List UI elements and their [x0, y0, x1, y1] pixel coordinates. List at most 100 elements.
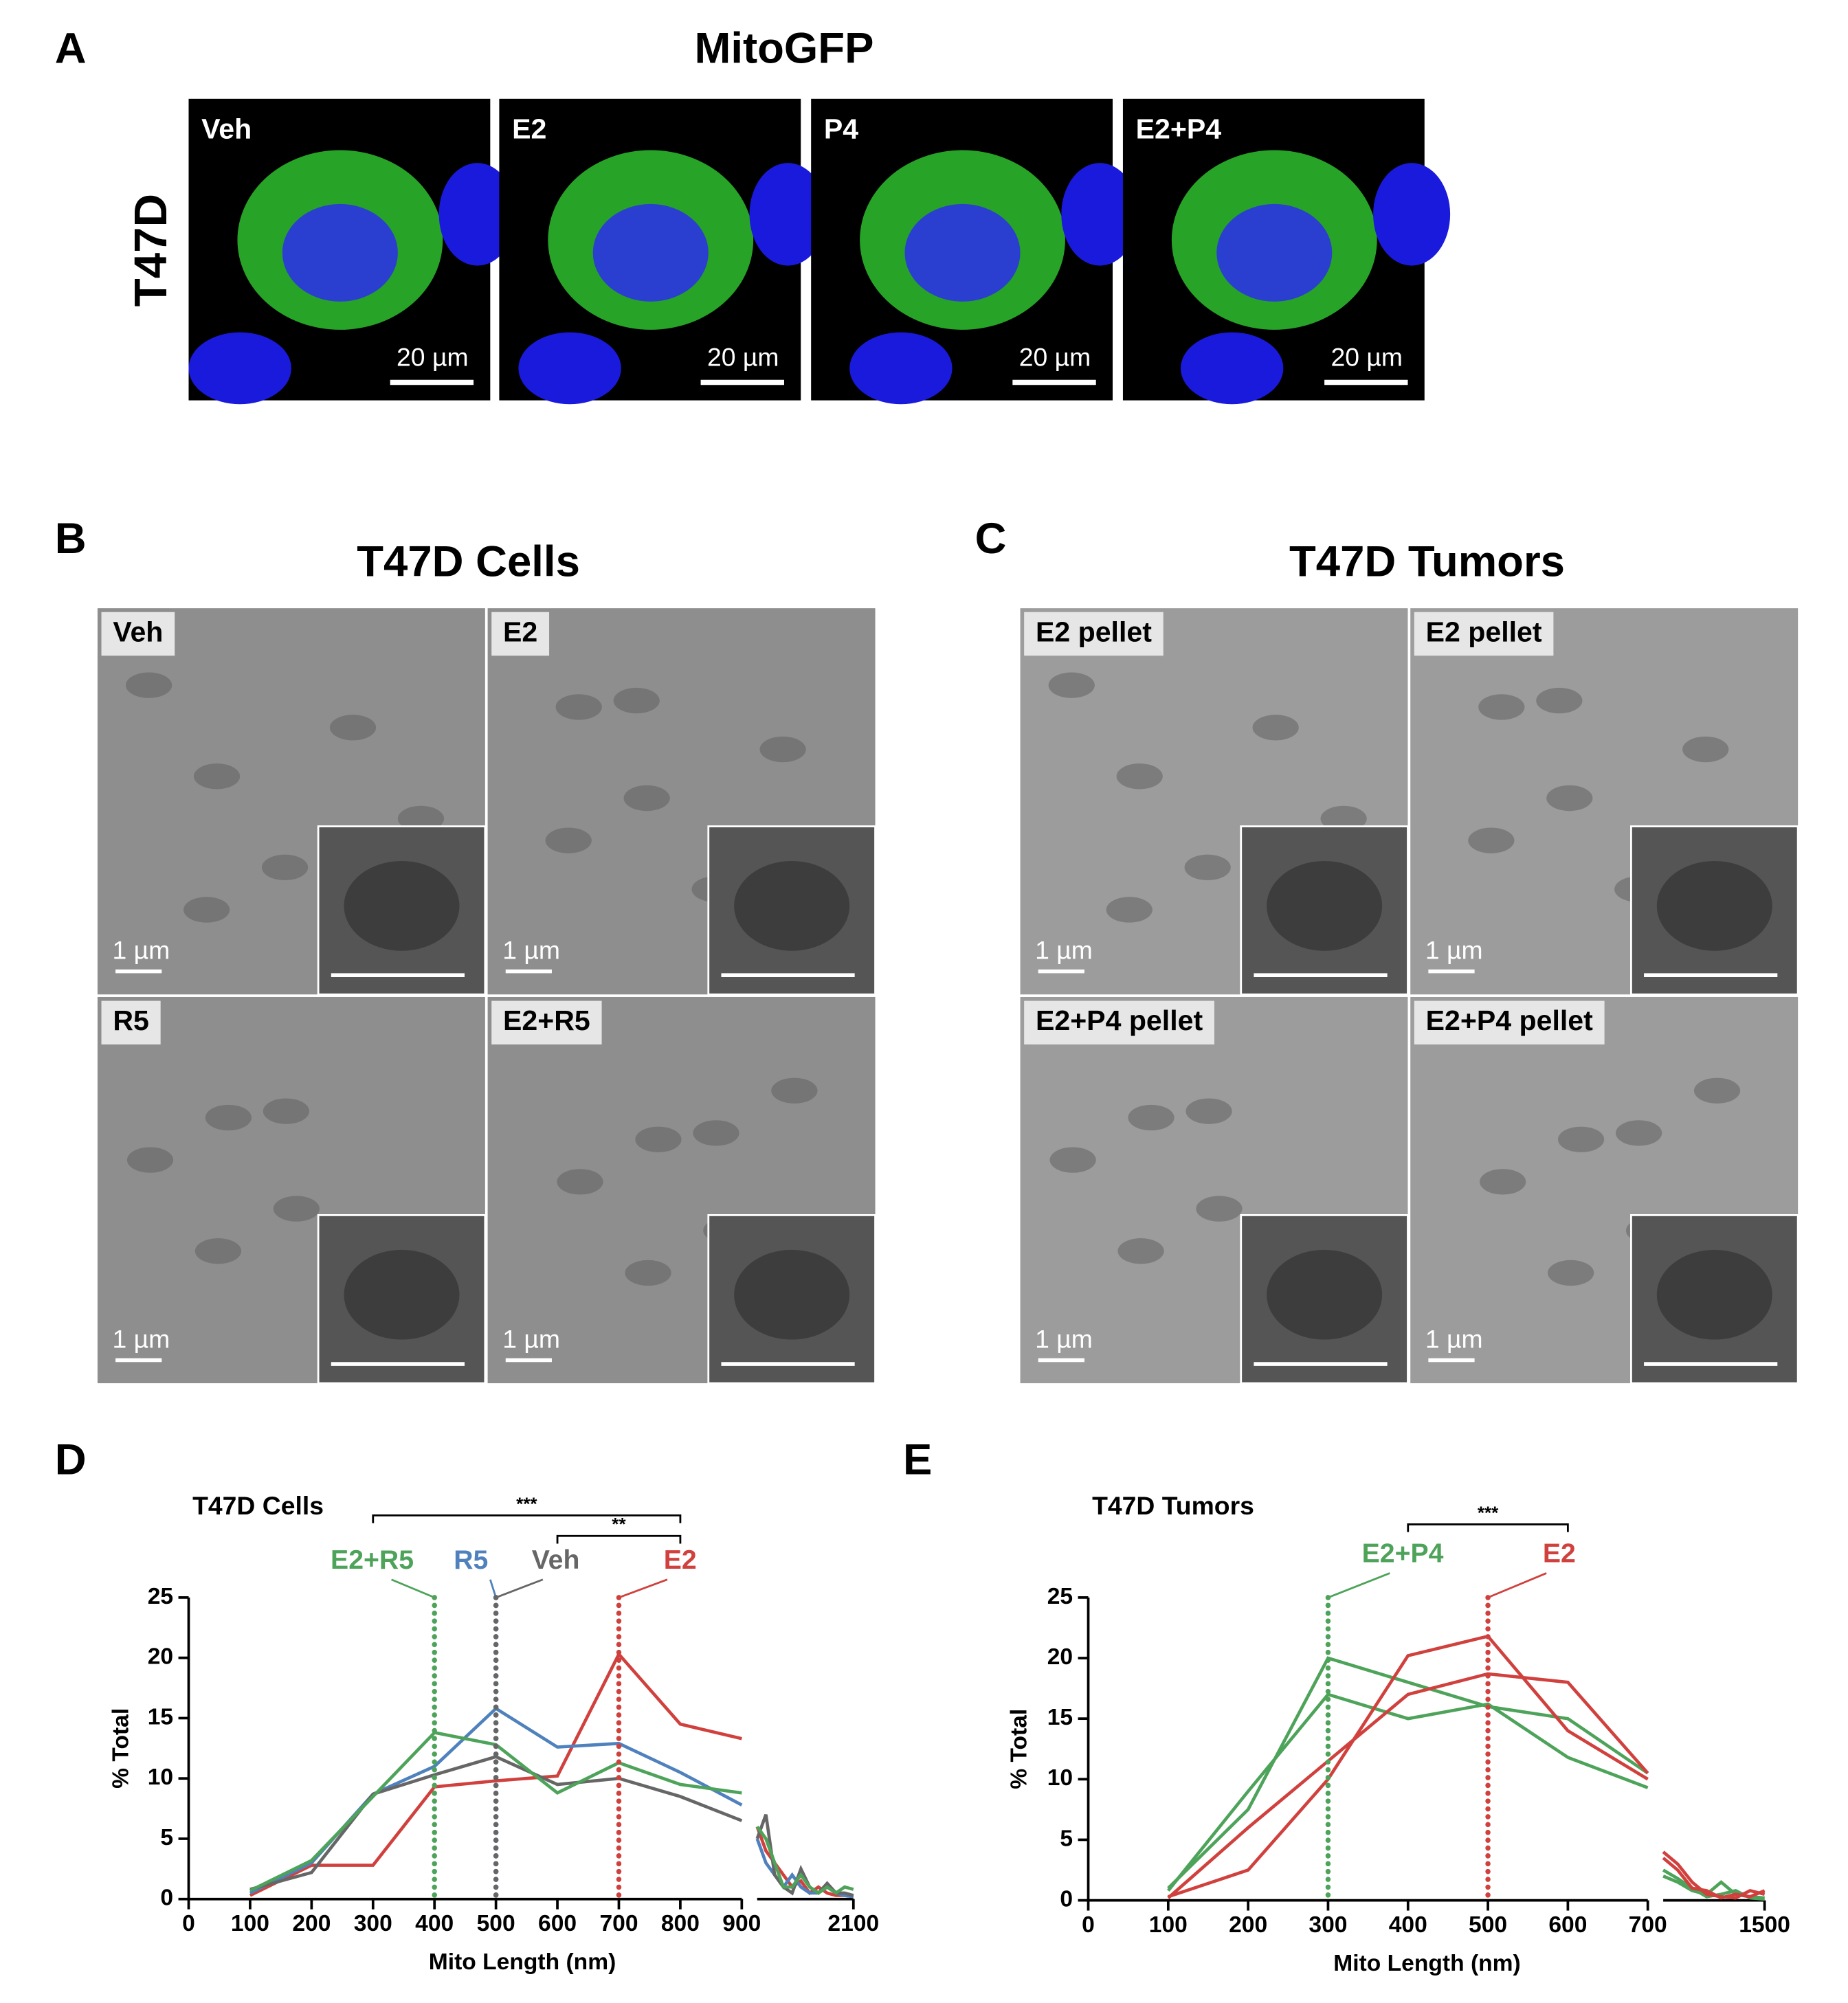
nucleus: [438, 163, 516, 266]
x-tick-label: 100: [1149, 1912, 1188, 1938]
scale-label: 1 µm: [1425, 1324, 1483, 1353]
nucleus: [1180, 332, 1284, 405]
x-tick-label: 600: [1548, 1912, 1587, 1938]
marker-leader: [618, 1578, 668, 1599]
image-label: E2: [503, 616, 537, 647]
series-line: [1168, 1634, 1766, 1900]
label-box: [491, 1000, 602, 1045]
marker-leader: [1487, 1572, 1547, 1599]
x-tick-label: 500: [477, 1911, 515, 1936]
organelle: [625, 1260, 671, 1286]
organelle: [1468, 827, 1515, 853]
x-tick-label: 0: [1082, 1912, 1095, 1938]
scale-label: 20 µm: [1331, 343, 1403, 372]
marker-leader: [496, 1578, 544, 1599]
label-box: [1024, 1000, 1214, 1045]
x-tick-label: 300: [354, 1911, 392, 1936]
label-box: [1414, 612, 1554, 656]
organelle: [1693, 1077, 1741, 1104]
inset-mito: [1656, 861, 1772, 951]
y-tick-label: 5: [160, 1825, 173, 1850]
y-tick-label: 20: [148, 1644, 173, 1670]
row-label: T47D: [125, 194, 177, 306]
inset-mito: [734, 861, 850, 951]
organelle: [1128, 1104, 1175, 1131]
panel-letter: B: [55, 515, 87, 563]
marker-label: E2+P4: [1362, 1539, 1444, 1569]
x-tick-label: 300: [1309, 1912, 1347, 1938]
organelle: [1048, 672, 1095, 698]
significance-label: **: [612, 1514, 626, 1534]
series-line: [1167, 1672, 1766, 1900]
scale-label: 20 µm: [1019, 343, 1091, 372]
organelle: [557, 1169, 603, 1195]
scale-label: 1 µm: [1425, 935, 1483, 964]
x-tick-label: 500: [1469, 1912, 1507, 1938]
inset-mito: [1267, 861, 1383, 951]
y-tick-label: 0: [160, 1885, 173, 1911]
organelle: [545, 827, 592, 853]
organelle: [555, 694, 602, 720]
x-axis-label: Mito Length (nm): [429, 1949, 616, 1975]
organelle: [263, 1098, 310, 1124]
scale-label: 1 µm: [502, 1324, 560, 1353]
organelle: [261, 854, 309, 881]
organelle: [273, 1196, 320, 1222]
nucleus: [1061, 163, 1139, 266]
marker-leader: [1327, 1572, 1390, 1599]
x-tick-label: 700: [1629, 1912, 1667, 1938]
organelle: [1557, 1126, 1605, 1152]
marker-leader: [391, 1578, 435, 1599]
image-label: E2+P4 pellet: [1036, 1005, 1203, 1036]
organelle: [1320, 805, 1367, 832]
x-tick-label: 400: [415, 1911, 454, 1936]
y-tick-label: 10: [1047, 1765, 1073, 1791]
y-axis-label: % Total: [1006, 1709, 1032, 1789]
y-axis-label: % Total: [108, 1708, 133, 1789]
organelle: [1682, 736, 1729, 763]
y-tick-label: 25: [148, 1584, 173, 1609]
label-box: [491, 612, 550, 656]
organelle: [126, 672, 172, 698]
panel-title: T47D Cells: [357, 537, 580, 585]
organelle: [1536, 687, 1583, 714]
organelle: [205, 1104, 252, 1131]
chart-title: T47D Tumors: [1092, 1491, 1254, 1520]
panel-letter: C: [975, 515, 1007, 563]
x-tick-label: 0: [182, 1911, 195, 1936]
nucleus: [592, 203, 709, 302]
panel-title: T47D Tumors: [1289, 537, 1565, 585]
y-tick-label: 0: [1060, 1886, 1073, 1912]
nucleus: [282, 203, 398, 302]
series-line: [249, 1651, 854, 1899]
label-box: [101, 1000, 161, 1045]
nucleus: [1373, 163, 1451, 266]
scale-label: 20 µm: [397, 343, 469, 372]
organelle: [329, 715, 377, 741]
significance-bracket: [372, 1514, 682, 1523]
x-tick-label: 700: [599, 1911, 638, 1936]
image-label: P4: [824, 113, 858, 144]
panel-letter: D: [55, 1436, 87, 1484]
y-tick-label: 25: [1047, 1584, 1073, 1609]
x-tick-label: 600: [538, 1911, 577, 1936]
organelle: [1616, 1120, 1662, 1146]
significance-label: ***: [516, 1493, 537, 1514]
x-axis-label: Mito Length (nm): [1333, 1951, 1521, 1976]
organelle: [1117, 1238, 1164, 1264]
organelle: [1548, 1260, 1594, 1286]
organelle: [183, 897, 230, 923]
marker-label: E2+R5: [331, 1545, 414, 1575]
scale-label: 1 µm: [502, 935, 560, 964]
organelle: [1478, 694, 1525, 720]
marker-label: E2: [664, 1545, 697, 1575]
inset-mito: [344, 1249, 460, 1340]
organelle: [1196, 1196, 1243, 1222]
nucleus: [1216, 203, 1333, 302]
scale-label: 1 µm: [113, 935, 170, 964]
x-tick-label: 400: [1389, 1912, 1427, 1938]
x-tick-label: 2100: [827, 1911, 879, 1936]
inset-mito: [734, 1249, 850, 1340]
organelle: [1252, 715, 1299, 741]
organelle: [613, 687, 660, 714]
